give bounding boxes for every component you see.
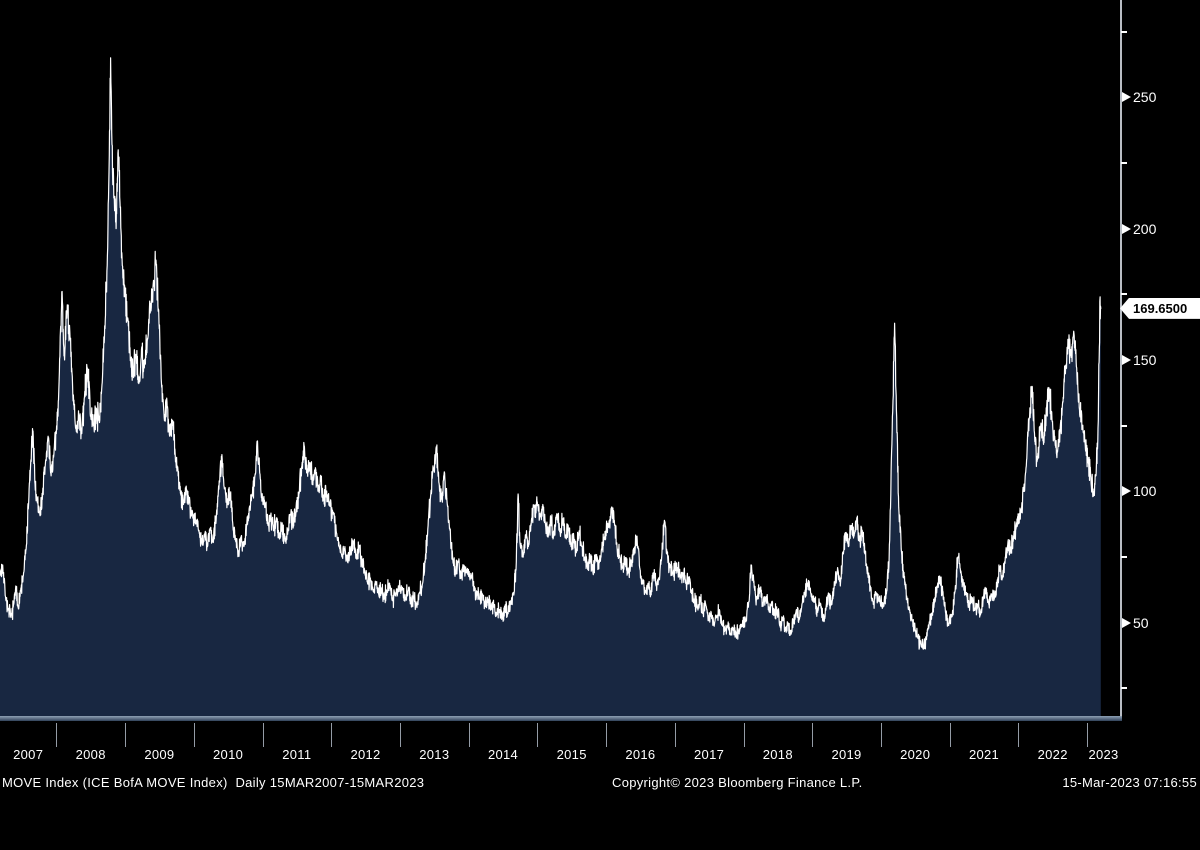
y-axis-minor-tick — [1121, 30, 1127, 33]
x-axis-year-separator — [468, 723, 470, 747]
x-axis-year-separator — [125, 723, 127, 747]
price-line — [0, 57, 1102, 650]
y-axis-tick-label: 250 — [1133, 89, 1157, 106]
x-axis-year-separator — [56, 723, 58, 747]
x-axis-year-separator — [880, 723, 882, 747]
x-axis-year-separator — [949, 723, 951, 747]
chart-plot-area[interactable] — [0, 0, 1120, 716]
footer-timestamp: 15-Mar-2023 07:16:55 — [1062, 775, 1197, 790]
footer-instrument-text: MOVE Index (ICE BofA MOVE Index) Daily 1… — [2, 775, 425, 790]
last-price-label: 169.6500 — [1120, 297, 1200, 319]
x-axis-year-separator — [674, 723, 676, 747]
x-axis-year-label: 2009 — [144, 747, 175, 762]
move-index-area-chart — [0, 57, 1102, 716]
x-axis-year-label: 2010 — [213, 747, 244, 762]
x-axis-year-label: 2018 — [762, 747, 793, 762]
y-axis-tick-label: 200 — [1133, 220, 1157, 237]
y-axis-minor-tick — [1121, 556, 1127, 559]
x-axis-year-label: 2011 — [282, 747, 312, 762]
x-axis-year-label: 2020 — [900, 747, 931, 762]
x-axis-year-label: 2014 — [487, 747, 519, 762]
x-axis-year-label: 2017 — [694, 747, 725, 762]
x-axis-year-label: 2021 — [968, 747, 1000, 762]
y-axis-line — [1120, 0, 1122, 721]
x-axis-year-label: 2015 — [556, 747, 587, 762]
x-axis-year-separator — [537, 723, 539, 747]
x-axis-year-separator — [1087, 723, 1088, 747]
footer-copyright-text: Copyright© 2023 Bloomberg Finance L.P. — [612, 775, 863, 790]
y-axis-major-tick-icon — [1122, 355, 1131, 365]
x-axis-year-label: 2016 — [625, 747, 656, 762]
x-axis-year-separator — [262, 723, 264, 747]
y-axis-minor-tick — [1121, 424, 1127, 427]
x-axis-year-label: 2019 — [831, 747, 862, 762]
x-axis-line — [0, 716, 1122, 721]
x-axis-year-label: 2012 — [350, 747, 381, 762]
y-axis-major-tick-icon — [1122, 92, 1131, 103]
x-axis-year-label: 2007 — [13, 747, 44, 762]
x-axis-year-label: 2022 — [1037, 747, 1068, 762]
y-axis-minor-tick — [1121, 293, 1127, 296]
x-axis-year-separator — [606, 723, 607, 747]
x-axis-year-separator — [399, 723, 401, 747]
footer: MOVE Index (ICE BofA MOVE Index) Daily 1… — [0, 775, 1200, 795]
bloomberg-terminal-chart: 50 100 150 200 250 169.6500 2007 2008 2009 2010… — [0, 0, 1200, 795]
y-axis-minor-tick — [1121, 161, 1127, 164]
y-axis-major-tick-icon — [1122, 223, 1131, 234]
x-axis-year-label: 2023 — [1088, 747, 1119, 762]
y-axis-major-tick-icon — [1122, 486, 1131, 497]
x-axis-year-label: 2013 — [419, 747, 450, 762]
x-axis-year-separator — [193, 723, 195, 747]
y-axis-minor-tick — [1121, 687, 1127, 690]
x-axis-year-separator — [331, 723, 333, 747]
y-axis-major-tick-icon — [1122, 617, 1131, 628]
y-axis-tick-label: 150 — [1133, 352, 1157, 368]
x-axis-year-separator — [1018, 723, 1020, 747]
x-axis-year-separator — [743, 723, 745, 747]
y-axis-tick-label: 100 — [1133, 483, 1157, 500]
area-fill — [0, 57, 1101, 716]
x-axis-year-label: 2008 — [75, 747, 106, 762]
last-price-value: 169.6500 — [1133, 300, 1188, 316]
x-axis-year-separator — [812, 723, 814, 747]
y-axis-tick-label: 50 — [1133, 614, 1149, 631]
